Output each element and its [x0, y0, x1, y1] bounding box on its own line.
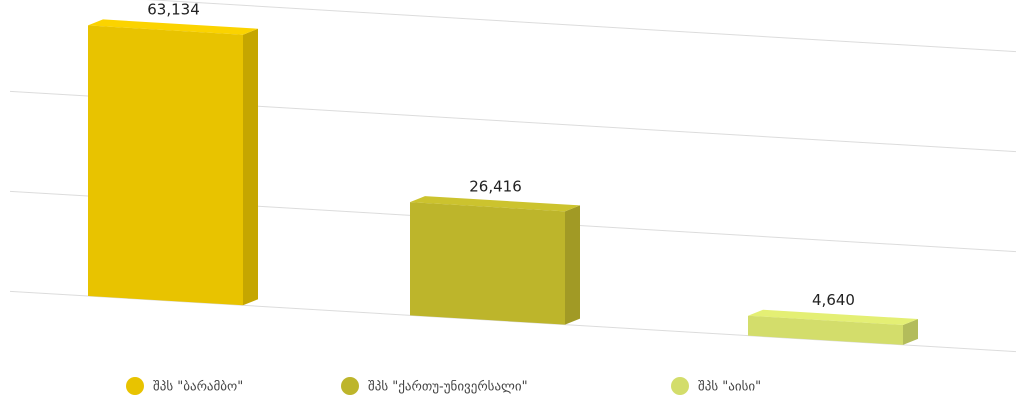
legend-swatch [126, 377, 144, 395]
data-label: 26,416 [469, 177, 522, 195]
legend-label: შპს "აისი" [698, 380, 761, 395]
legend-label: შპს "ქართუ-უნივერსალი" [368, 380, 528, 395]
bar-side [243, 28, 258, 306]
bar [748, 309, 918, 345]
data-label: 4,640 [812, 291, 855, 309]
bar-front [88, 25, 243, 306]
legend-swatch [671, 377, 689, 395]
legend-label: შპს "ბარამბო" [153, 380, 243, 395]
data-label: 63,134 [147, 1, 200, 19]
bar-side [565, 205, 580, 325]
bar-top [410, 196, 580, 212]
bar [410, 196, 580, 325]
bar-front [410, 202, 565, 325]
bar-front [748, 315, 903, 345]
bar [88, 19, 258, 306]
bar-top [748, 309, 918, 326]
grid-line [146, 0, 1016, 53]
bar-top [88, 19, 258, 35]
legend-swatch [341, 377, 359, 395]
bar-side [903, 319, 918, 345]
